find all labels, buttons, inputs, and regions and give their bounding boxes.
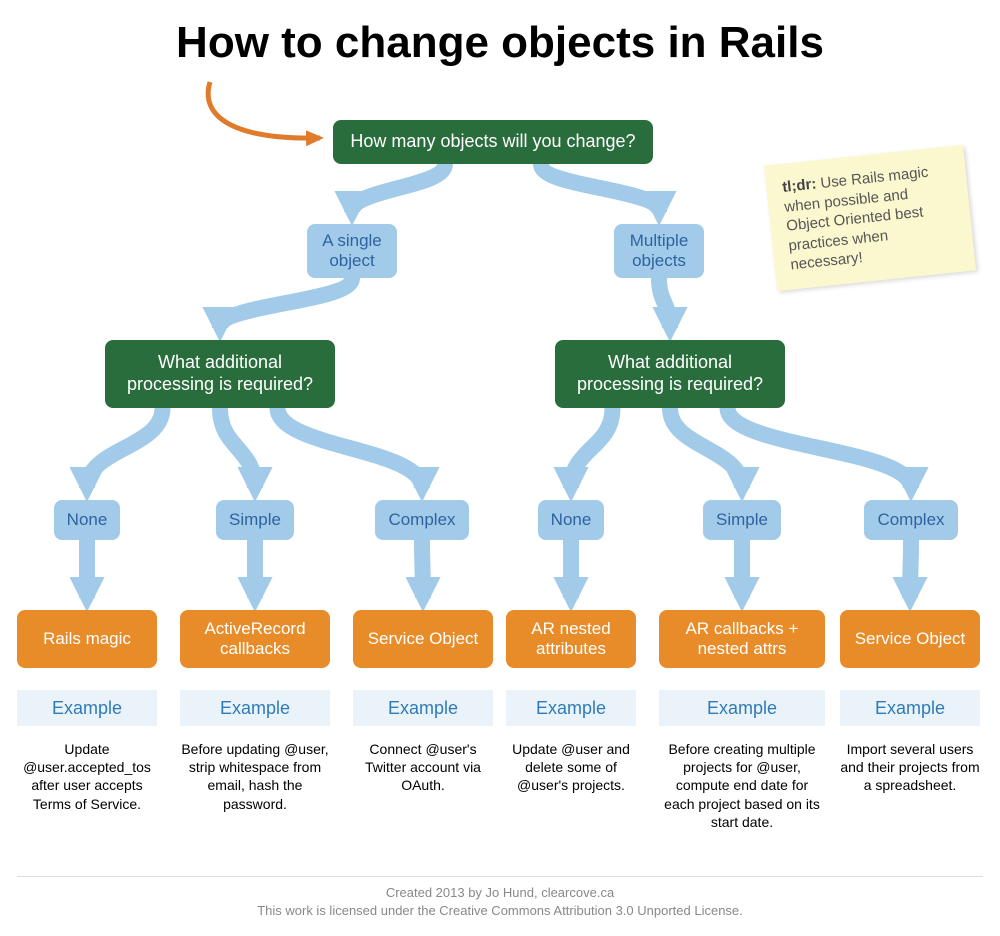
footer: Created 2013 by Jo Hund, clearcove.ca Th…	[0, 884, 1000, 920]
example-text-6: Import several users and their projects …	[840, 740, 980, 795]
node-out6: Service Object	[840, 610, 980, 668]
edge-procR-noneR	[571, 408, 613, 488]
edge-procL-compL	[278, 408, 423, 488]
node-single: A single object	[307, 224, 397, 278]
node-compR: Complex	[864, 500, 958, 540]
node-out4: AR nested attributes	[506, 610, 636, 668]
example-header-1: Example	[17, 690, 157, 726]
edge-procR-compR	[728, 408, 912, 488]
example-header-5: Example	[659, 690, 825, 726]
node-compL: Complex	[375, 500, 469, 540]
edge-root-multi	[541, 164, 659, 212]
edge-procL-simpL	[220, 408, 255, 488]
example-header-3: Example	[353, 690, 493, 726]
footer-line2: This work is licensed under the Creative…	[0, 902, 1000, 920]
edge-root-single	[352, 164, 445, 212]
example-text-4: Update @user and delete some of @user's …	[506, 740, 636, 795]
sticky-prefix: tl;dr:	[781, 175, 817, 195]
edge-compL-out3	[422, 540, 423, 598]
node-simpR: Simple	[703, 500, 781, 540]
node-procL: What additional processing is required?	[105, 340, 335, 408]
node-simpL: Simple	[216, 500, 294, 540]
node-multi: Multiple objects	[614, 224, 704, 278]
node-out1: Rails magic	[17, 610, 157, 668]
node-root: How many objects will you change?	[333, 120, 653, 164]
edge-compR-out6	[910, 540, 911, 598]
example-text-1: Update @user.accepted_tos after user acc…	[17, 740, 157, 813]
edge-multi-procR	[659, 278, 670, 328]
title-arrow	[208, 82, 320, 138]
example-text-3: Connect @user's Twitter account via OAut…	[353, 740, 493, 795]
node-out5: AR callbacks + nested attrs	[659, 610, 825, 668]
edge-procL-noneL	[87, 408, 163, 488]
node-noneR: None	[538, 500, 604, 540]
example-header-4: Example	[506, 690, 636, 726]
edge-procR-simpR	[670, 408, 742, 488]
example-text-2: Before updating @user, strip whitespace …	[180, 740, 330, 813]
footer-line1: Created 2013 by Jo Hund, clearcove.ca	[0, 884, 1000, 902]
node-out3: Service Object	[353, 610, 493, 668]
node-noneL: None	[54, 500, 120, 540]
sticky-note: tl;dr: Use Rails magic when possible and…	[764, 145, 976, 291]
node-out2: ActiveRecord callbacks	[180, 610, 330, 668]
edge-single-procL	[220, 278, 352, 328]
footer-divider	[17, 876, 983, 877]
example-header-6: Example	[840, 690, 980, 726]
example-header-2: Example	[180, 690, 330, 726]
page-title: How to change objects in Rails	[0, 18, 1000, 68]
node-procR: What additional processing is required?	[555, 340, 785, 408]
example-text-5: Before creating multiple projects for @u…	[659, 740, 825, 831]
